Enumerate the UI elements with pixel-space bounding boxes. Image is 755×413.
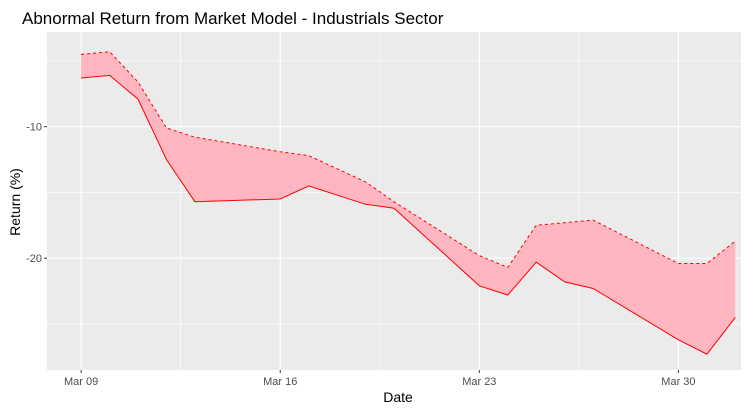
plot-panel	[47, 32, 741, 370]
chart-title: Abnormal Return from Market Model - Indu…	[22, 9, 444, 28]
ribbon-area	[81, 51, 736, 355]
lower-bound-line	[81, 74, 736, 355]
y-axis-title: Return (%)	[7, 168, 23, 236]
x-tick-label: Mar 16	[263, 376, 297, 388]
upper-bound-line	[81, 51, 736, 269]
y-tick-label: -10	[26, 122, 42, 134]
x-tick-label: Mar 09	[64, 376, 98, 388]
x-axis: Mar 09 Mar 16 Mar 23 Mar 30	[64, 370, 696, 388]
x-axis-title: Date	[383, 389, 413, 405]
x-tick-label: Mar 23	[462, 376, 496, 388]
x-tick-label: Mar 30	[661, 376, 695, 388]
y-axis: -10 -20	[26, 122, 47, 265]
y-tick-label: -20	[26, 253, 42, 265]
